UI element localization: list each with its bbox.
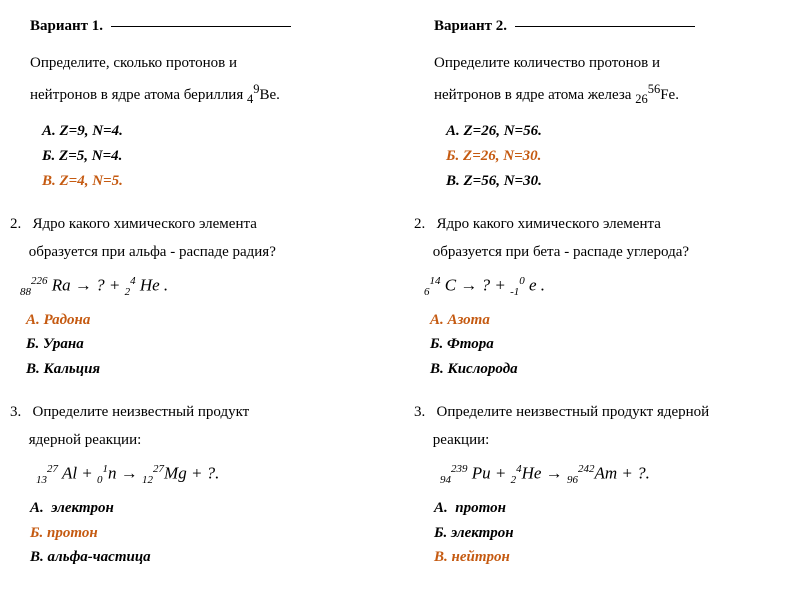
v2-question-3: 3. Определите неизвестный продукт ядерно…: [414, 398, 790, 570]
q-num: 2.: [10, 216, 21, 232]
option-b: Б. Урана: [26, 332, 386, 357]
question-text: Определите количество протонов и нейтрон…: [414, 49, 790, 111]
question-text: 2. Ядро какого химического элемента обра…: [10, 210, 386, 267]
variant-1-title: Вариант 1.: [30, 18, 103, 34]
options: А. Радона Б. Урана В. Кальция: [10, 308, 386, 382]
options: А. Z=9, N=4. Б. Z=5, N=4. В. Z=4, N=5.: [10, 119, 386, 193]
q-num: 2.: [414, 216, 425, 232]
equation-pu-reaction: 94239 Pu + 24He → 96242Am + ?.: [414, 463, 790, 486]
options: А. Z=26, N=56. Б. Z=26, N=30. В. Z=56, N…: [414, 119, 790, 193]
option-b: Б. Фтора: [430, 332, 790, 357]
line-2: образуется при бета - распаде углерода?: [433, 244, 689, 260]
variant-2-title: Вариант 2.: [434, 18, 507, 34]
q-num: 3.: [10, 404, 21, 420]
v2-question-2: 2. Ядро какого химического элемента обра…: [414, 210, 790, 382]
isotope-be: 49Be.: [247, 87, 280, 103]
option-c-correct: В. Z=4, N=5.: [42, 169, 386, 194]
option-b-correct: Б. Z=26, N=30.: [446, 144, 790, 169]
option-a: А. Z=26, N=56.: [446, 119, 790, 144]
line-1: Ядро какого химического элемента: [33, 216, 257, 232]
column-variant-2: Вариант 2. Определите количество протоно…: [414, 18, 790, 586]
v1-question-2: 2. Ядро какого химического элемента обра…: [10, 210, 386, 382]
option-a-correct: А. Радона: [26, 308, 386, 333]
line-1: Определите неизвестный продукт: [33, 404, 250, 420]
option-c: В. альфа-частица: [30, 545, 386, 570]
variant-2-header: Вариант 2.: [414, 18, 790, 35]
option-a-correct: А. Азота: [430, 308, 790, 333]
line-2: нейтронов в ядре атома железа: [434, 87, 635, 103]
equation-al-reaction: 1327 Al + 01n → 1227Mg + ?.: [10, 463, 386, 486]
question-text: Определите, сколько протонов и нейтронов…: [10, 49, 386, 111]
equation-c-decay: 614 C → ? + -10 e .: [414, 275, 790, 298]
line-2: ядерной реакции:: [29, 432, 142, 448]
line-2: реакции:: [433, 432, 490, 448]
v1-question-3: 3. Определите неизвестный продукт ядерно…: [10, 398, 386, 570]
line-2: образуется при альфа - распаде радия?: [29, 244, 276, 260]
option-a: А. протон: [434, 496, 790, 521]
question-text: 3. Определите неизвестный продукт ядерно…: [414, 398, 790, 455]
option-c: В. Z=56, N=30.: [446, 169, 790, 194]
option-c: В. Кислорода: [430, 357, 790, 382]
isotope-fe: 2656Fe.: [635, 87, 679, 103]
options: А. протон Б. электрон В. нейтрон: [414, 496, 790, 570]
variant-1-header: Вариант 1.: [10, 18, 386, 35]
option-b: Б. Z=5, N=4.: [42, 144, 386, 169]
v1-question-1: Определите, сколько протонов и нейтронов…: [10, 49, 386, 194]
question-text: 3. Определите неизвестный продукт ядерно…: [10, 398, 386, 455]
column-variant-1: Вариант 1. Определите, сколько протонов …: [10, 18, 386, 586]
line-1: Определите неизвестный продукт ядерной: [437, 404, 710, 420]
line-1: Определите количество протонов и: [434, 55, 660, 71]
options: А. Азота Б. Фтора В. Кислорода: [414, 308, 790, 382]
option-a: А. электрон: [30, 496, 386, 521]
option-c-correct: В. нейтрон: [434, 545, 790, 570]
option-c: В. Кальция: [26, 357, 386, 382]
blank-line: [111, 26, 291, 27]
line-2: нейтронов в ядре атома бериллия: [30, 87, 247, 103]
q-num: 3.: [414, 404, 425, 420]
option-b: Б. электрон: [434, 521, 790, 546]
option-b-correct: Б. протон: [30, 521, 386, 546]
v2-question-1: Определите количество протонов и нейтрон…: [414, 49, 790, 194]
option-a: А. Z=9, N=4.: [42, 119, 386, 144]
blank-line: [515, 26, 695, 27]
line-1: Ядро какого химического элемента: [437, 216, 661, 232]
line-1: Определите, сколько протонов и: [30, 55, 237, 71]
equation-ra-decay: 88226 Ra → ? + 24 He .: [10, 275, 386, 298]
worksheet-columns: Вариант 1. Определите, сколько протонов …: [10, 18, 790, 586]
question-text: 2. Ядро какого химического элемента обра…: [414, 210, 790, 267]
options: А. электрон Б. протон В. альфа-частица: [10, 496, 386, 570]
